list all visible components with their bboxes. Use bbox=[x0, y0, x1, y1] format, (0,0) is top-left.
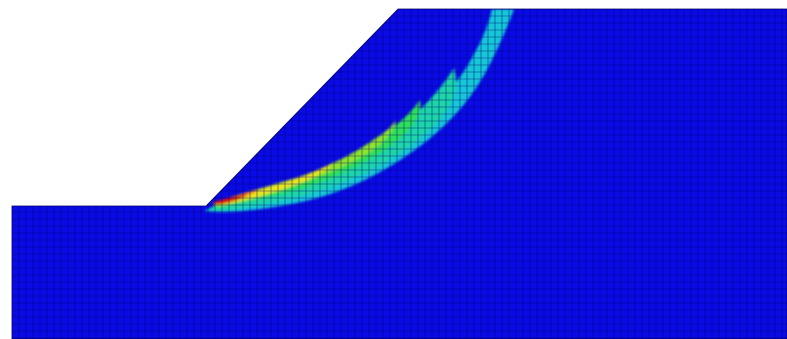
shear-band-contours bbox=[204, 9, 514, 213]
domain-outline bbox=[11, 8, 787, 339]
contour-band-teal bbox=[208, 68, 456, 211]
contour-band-green bbox=[212, 100, 421, 208]
contour-band-red bbox=[212, 194, 248, 205]
